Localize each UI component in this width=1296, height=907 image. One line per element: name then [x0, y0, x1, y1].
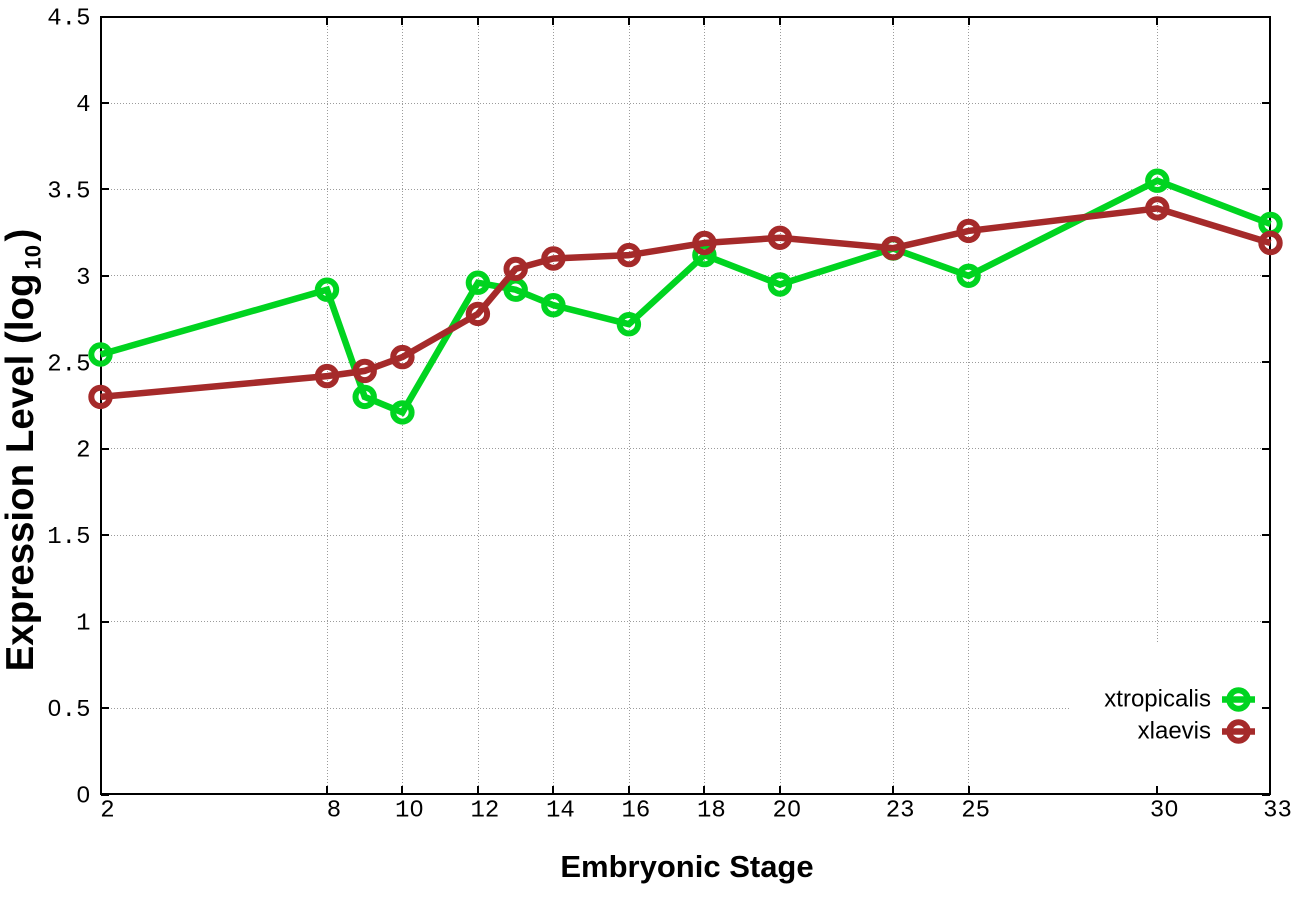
svg-text:2.5: 2.5: [47, 351, 90, 378]
svg-text:): ): [0, 229, 42, 242]
svg-text:xtropicalis: xtropicalis: [1104, 686, 1211, 713]
svg-text:8: 8: [327, 798, 341, 825]
svg-text:2: 2: [100, 798, 114, 825]
svg-text:Embryonic Stage: Embryonic Stage: [560, 849, 813, 884]
svg-text:25: 25: [961, 798, 990, 825]
svg-text:10: 10: [395, 798, 424, 825]
svg-text:12: 12: [470, 798, 499, 825]
svg-text:18: 18: [697, 798, 726, 825]
svg-text:1.5: 1.5: [47, 524, 90, 551]
svg-text:16: 16: [621, 798, 650, 825]
svg-text:3.5: 3.5: [47, 178, 90, 205]
svg-text:Expression Level (log: Expression Level (log: [0, 273, 42, 671]
svg-text:30: 30: [1150, 798, 1179, 825]
svg-text:23: 23: [886, 798, 915, 825]
svg-text:33: 33: [1263, 798, 1292, 825]
svg-text:1: 1: [76, 611, 90, 638]
svg-text:4.5: 4.5: [47, 6, 90, 33]
svg-text:4: 4: [76, 92, 90, 119]
svg-text:xlaevis: xlaevis: [1138, 718, 1211, 745]
svg-text:10: 10: [21, 245, 46, 269]
svg-text:3: 3: [76, 265, 90, 292]
svg-text:14: 14: [546, 798, 575, 825]
svg-text:2: 2: [76, 438, 90, 465]
svg-text:20: 20: [772, 798, 801, 825]
